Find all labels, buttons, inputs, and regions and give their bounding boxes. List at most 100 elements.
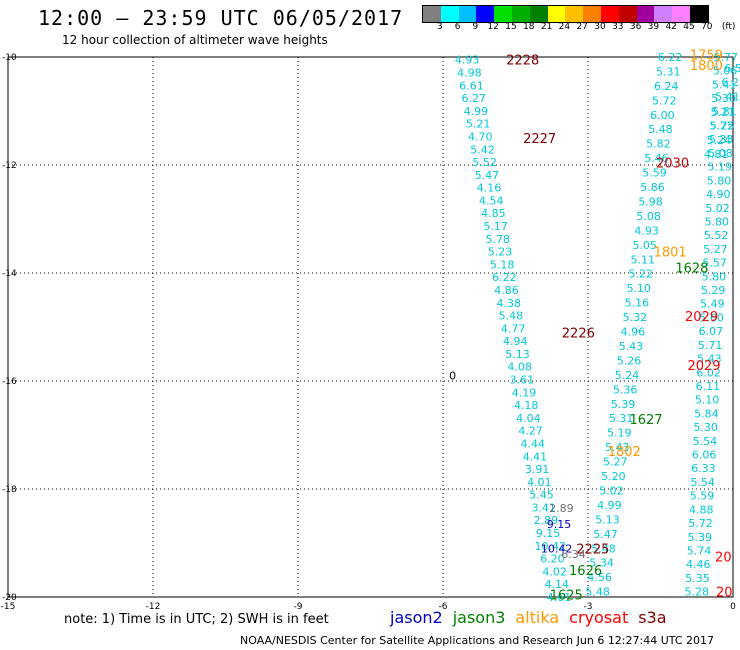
scale-label: 9 — [472, 22, 479, 32]
wave-height-value: 4.77 — [501, 322, 526, 335]
time-label: 1759 — [690, 48, 723, 63]
wave-height-value: 4.02 — [542, 565, 567, 578]
time-label: 1626 — [569, 564, 602, 579]
axis-labels: -15 -12 -9 -6 -3 0 -10 -12 -14 -16 -18 -20 — [1, 53, 736, 612]
scale-label: 45 — [683, 22, 695, 32]
wave-height-value: 4.93 — [455, 54, 480, 67]
wave-height-value: 6.06 — [692, 449, 717, 462]
wave-height-value: 6.00 — [650, 109, 675, 122]
scale-label: 30 — [594, 22, 606, 32]
scale-swatch — [440, 6, 459, 22]
extra-value: 0 — [449, 370, 456, 383]
time-label: 2228 — [506, 54, 539, 69]
lat-tick-label: -12 — [2, 161, 17, 171]
wave-height-value: 4.56 — [587, 571, 612, 584]
wave-height-value: 6.02 — [696, 366, 721, 379]
wave-height-value: 5.42 — [470, 143, 495, 156]
wave-height-value: 5.27 — [603, 456, 628, 469]
wave-height-value: 4.93 — [634, 224, 659, 237]
wave-height-value: 10.42 — [535, 540, 567, 553]
wave-height-value: 5.31 — [656, 65, 681, 78]
satellite-legend: jason2 jason3 altika cryosat s3a — [390, 608, 677, 627]
scale-label: 42 — [665, 22, 677, 32]
wave-height-value: 4.61 — [547, 591, 572, 604]
wave-height-value: 5.31 — [609, 412, 634, 425]
scale-swatch — [672, 6, 690, 22]
wave-height-value: 5.43 — [619, 340, 644, 353]
wave-height-value: 5.86 — [640, 181, 665, 194]
time-label: 2227 — [523, 132, 556, 147]
scale-label: 15 — [505, 22, 517, 32]
wave-height-value: 5.25 — [710, 120, 735, 133]
page-title: 12:00 – 23:59 UTC 06/05/2017 — [38, 6, 404, 30]
wave-height-value: 2.89 — [534, 514, 559, 527]
wave-height-value: 5.30 — [693, 421, 718, 434]
wave-height-value: 5.21 — [711, 106, 736, 119]
wave-height-value: 5.13 — [595, 513, 620, 526]
wave-height-value: 5.28 — [685, 586, 710, 599]
wave-height-value: 5.46 — [644, 152, 669, 165]
wave-height-value: 6.33 — [691, 462, 716, 475]
wave-height-value: 5.10 — [695, 394, 720, 407]
wave-height-value: 5.29 — [701, 284, 726, 297]
wave-height-value: 5.43 — [605, 441, 630, 454]
wave-height-value: 4.88 — [689, 503, 714, 516]
wave-height-value: 5.05 — [632, 239, 657, 252]
satellite-legend-item: jason2 — [390, 608, 443, 627]
wave-height-value: 5.18 — [490, 258, 515, 271]
wave-height-value: 5.24 — [615, 369, 640, 382]
wave-height-value: 5.49 — [700, 298, 725, 311]
wave-height-value: 4.46 — [686, 558, 711, 571]
wave-height-value: 5.17 — [483, 220, 508, 233]
wave-height-value: 4.18 — [514, 399, 539, 412]
wave-height-value: 6.22 — [658, 51, 683, 64]
lat-tick-label: -10 — [2, 53, 17, 63]
wave-height-value: 5.35 — [685, 572, 710, 585]
wave-height-value: 5.08 — [636, 210, 661, 223]
wave-height-value: 3.41 — [531, 501, 556, 514]
wave-height-value: 5.59 — [690, 490, 715, 503]
wave-height-value: 4.99 — [597, 499, 622, 512]
wave-height-value: 4.85 — [481, 207, 506, 220]
wave-height-value: 4.44 — [521, 437, 546, 450]
extra-value: 9.15 — [547, 518, 572, 531]
scale-label: 24 — [558, 22, 571, 32]
wave-height-value: 5.21 — [466, 118, 491, 131]
grid-lines — [7, 56, 734, 598]
wave-height-value: 5.78 — [486, 233, 511, 246]
wave-height-value: 5.24 — [707, 134, 732, 147]
wave-height-value: 6.22 — [492, 271, 517, 284]
wave-height-value: 4.38 — [496, 297, 521, 310]
scale-swatch — [476, 6, 495, 22]
wave-height-value: 5.47 — [475, 169, 500, 182]
wave-height-value: 5.48 — [499, 310, 524, 323]
wave-height-value: 5.48 — [648, 123, 673, 136]
scale-label: (ft) — [721, 22, 736, 32]
wave-height-value: 5.39 — [611, 398, 636, 411]
wave-height-value: 4.01 — [527, 476, 552, 489]
wave-height-value: 3.91 — [525, 463, 550, 476]
scale-swatch — [547, 6, 566, 22]
time-label: 2030 — [656, 156, 689, 171]
wave-height-value: 5.81 — [712, 105, 737, 118]
lon-tick-label: -9 — [294, 602, 303, 612]
time-label: 20 — [715, 551, 732, 566]
wave-height-value: 4.70 — [468, 130, 493, 143]
wave-height-value: 5.48 — [591, 542, 616, 555]
scale-label: 18 — [523, 22, 535, 32]
wave-height-value: 5.19 — [708, 161, 733, 174]
wave-height-value: 5.27 — [703, 243, 728, 256]
wave-height-value: 5.47 — [593, 528, 618, 541]
time-label: 20 — [716, 586, 733, 601]
time-label: 2226 — [562, 326, 595, 341]
wave-height-value: 5.30 — [711, 92, 736, 105]
wave-height-value: 4.98 — [457, 66, 482, 79]
scale-swatch — [583, 6, 601, 22]
wave-height-value: 5.23 — [488, 246, 513, 259]
wave-height-value: 5.13 — [505, 348, 530, 361]
wave-height-value: 5.41 — [715, 91, 740, 104]
wave-height-value: 5.10 — [627, 282, 652, 295]
satellite-legend-item: jason3 — [452, 608, 506, 627]
